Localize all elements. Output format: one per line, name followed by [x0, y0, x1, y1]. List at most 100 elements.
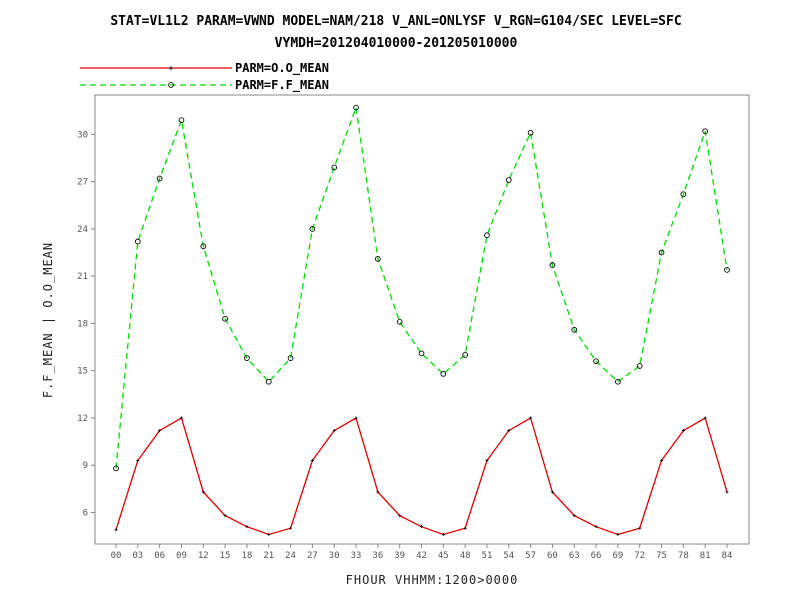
x-axis-label: FHOUR VHHMM:1200>0000: [346, 573, 519, 587]
x-tick-label: 63: [569, 551, 580, 561]
y-axis-ticks: 6 9 12 15 18 21 24 27 30: [77, 130, 95, 518]
x-tick-label: 15: [220, 551, 231, 561]
data-point: [265, 378, 272, 385]
y-tick-label: 21: [77, 272, 88, 282]
data-point: [245, 525, 249, 529]
series-line-fcst: [115, 107, 728, 469]
data-point: [572, 514, 576, 518]
data-point: [593, 358, 599, 365]
data-point: [222, 315, 228, 322]
data-point: [134, 238, 141, 245]
data-point: [113, 465, 119, 472]
chart-title-line1: STAT=VL1L2 PARAM=VWND MODEL=NAM/218 V_AN…: [110, 14, 682, 29]
x-tick-label: 03: [132, 551, 143, 561]
data-point: [463, 526, 467, 530]
plot-frame: [94, 94, 750, 545]
x-tick-label: 39: [394, 551, 405, 561]
data-point: [440, 371, 447, 377]
data-point: [420, 525, 423, 529]
y-tick-label: 24: [77, 225, 88, 235]
x-tick-label: 51: [482, 551, 493, 561]
data-point: [158, 429, 162, 433]
x-tick-label: 84: [722, 551, 733, 561]
data-point: [223, 514, 227, 518]
y-tick-label: 9: [83, 461, 88, 471]
x-tick-label: 21: [263, 551, 274, 561]
data-point: [331, 164, 338, 171]
x-tick-label: 57: [525, 551, 536, 561]
data-point: [484, 232, 490, 239]
x-tick-label: 54: [503, 551, 514, 561]
data-point: [571, 326, 578, 333]
data-point: [441, 533, 445, 537]
data-point: [462, 352, 468, 358]
data-point: [398, 514, 402, 518]
x-tick-label: 69: [612, 551, 623, 561]
x-tick-label: 12: [198, 551, 209, 561]
legend-obs-plus-marker: +: [168, 64, 174, 74]
data-point: [507, 429, 511, 433]
x-tick-label: 66: [591, 551, 602, 561]
data-point: [725, 490, 729, 494]
legend-fcst-circle-marker: [168, 82, 174, 88]
x-tick-label: 48: [460, 551, 471, 561]
data-point: [638, 526, 642, 530]
data-point: [179, 416, 183, 420]
x-tick-label: 24: [285, 551, 296, 561]
data-point: [616, 533, 620, 537]
data-point: [267, 533, 271, 537]
data-point: [527, 129, 534, 136]
data-point: [309, 226, 316, 232]
data-point: [396, 319, 403, 325]
data-point: [550, 490, 554, 494]
y-axis-label: F.F_MEAN | O.O_MEAN: [41, 242, 55, 398]
x-tick-label: 78: [678, 551, 689, 561]
data-point: [156, 175, 163, 182]
x-tick-label: 27: [307, 551, 318, 561]
data-point: [201, 490, 205, 494]
data-point: [529, 416, 533, 420]
series-line-obs: [115, 417, 728, 536]
data-point: [375, 255, 381, 262]
data-point: [376, 490, 380, 494]
data-point: [332, 429, 336, 433]
x-tick-label: 42: [416, 551, 427, 561]
data-point: [594, 525, 598, 529]
legend-obs-label: PARM=O.O_MEAN: [235, 61, 329, 76]
x-tick-label: 18: [242, 551, 253, 561]
y-tick-label: 30: [77, 130, 88, 140]
x-tick-label: 45: [438, 551, 449, 561]
legend: + PARM=O.O_MEAN PARM=F.F_MEAN: [80, 61, 329, 93]
data-point: [681, 429, 685, 433]
y-tick-label: 27: [77, 178, 88, 188]
y-tick-label: 15: [77, 367, 88, 377]
chart-title-line2: VYMDH=201204010000-201205010000: [274, 36, 518, 51]
x-tick-label: 00: [111, 551, 122, 561]
data-point: [549, 262, 556, 268]
data-point: [636, 363, 643, 369]
data-point: [353, 104, 359, 111]
data-point: [724, 267, 730, 273]
series-layer: [113, 104, 730, 537]
data-point: [660, 459, 664, 463]
data-point: [178, 117, 185, 124]
y-tick-label: 18: [77, 319, 88, 329]
y-tick-label: 6: [83, 508, 88, 518]
data-point: [310, 459, 314, 463]
data-point: [680, 191, 687, 198]
x-tick-label: 75: [656, 551, 667, 561]
data-point: [505, 177, 512, 183]
data-point: [114, 528, 118, 532]
x-tick-label: 33: [351, 551, 362, 561]
x-tick-label: 06: [154, 551, 165, 561]
y-tick-label: 12: [77, 414, 88, 424]
x-tick-label: 30: [329, 551, 340, 561]
data-point: [136, 459, 140, 463]
data-point: [703, 416, 707, 420]
data-point: [418, 350, 425, 357]
data-point: [658, 249, 665, 256]
data-point: [244, 355, 250, 361]
legend-fcst-label: PARM=F.F_MEAN: [235, 78, 329, 93]
data-point: [615, 378, 621, 385]
data-point: [485, 459, 489, 463]
